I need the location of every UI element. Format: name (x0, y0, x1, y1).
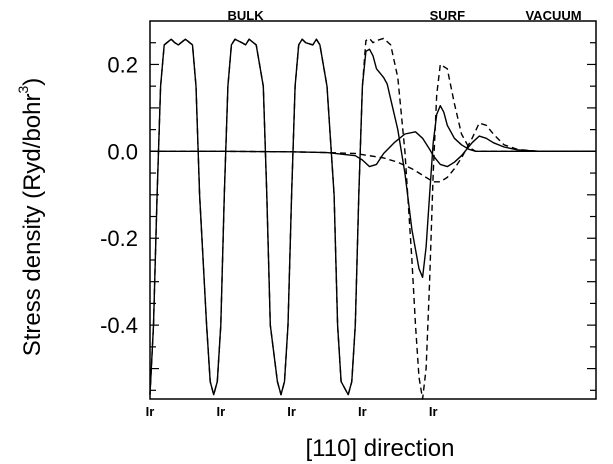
axes (149, 20, 597, 400)
y-axis-title: Stress density (Ryd/bohr3) (15, 78, 46, 357)
ticks: 0.2 0.0 -0.2 -0.4 (100, 42, 596, 391)
series-line-4 (150, 122, 596, 183)
region-label: VACUUM (525, 8, 581, 23)
series-line-2 (149, 37, 596, 400)
y-axis-title-text: Stress density (Ryd/bohr (19, 94, 46, 357)
atom-label: Ir (216, 404, 225, 419)
y-tick-label: -0.4 (100, 313, 138, 338)
y-axis-title-superscript: 3 (15, 86, 31, 94)
y-tick-label: 0.0 (107, 139, 138, 164)
series-group (149, 37, 596, 400)
region-label: SURF (430, 8, 465, 23)
plot-frame (149, 20, 597, 400)
series-line-3 (150, 131, 596, 168)
atom-label: Ir (358, 404, 367, 419)
atom-label: Ir (287, 404, 296, 419)
y-tick-label: -0.2 (100, 226, 138, 251)
series-line-1 (149, 38, 596, 396)
y-tick-label: 0.2 (107, 52, 138, 77)
labels: BULK SURF VACUUM Ir Ir Ir Ir Ir (146, 8, 582, 419)
y-axis-title-suffix: ) (19, 78, 46, 86)
atom-label: Ir (429, 404, 438, 419)
region-label: BULK (228, 8, 265, 23)
x-axis-title: [110] direction (306, 435, 455, 462)
atom-label: Ir (146, 404, 155, 419)
